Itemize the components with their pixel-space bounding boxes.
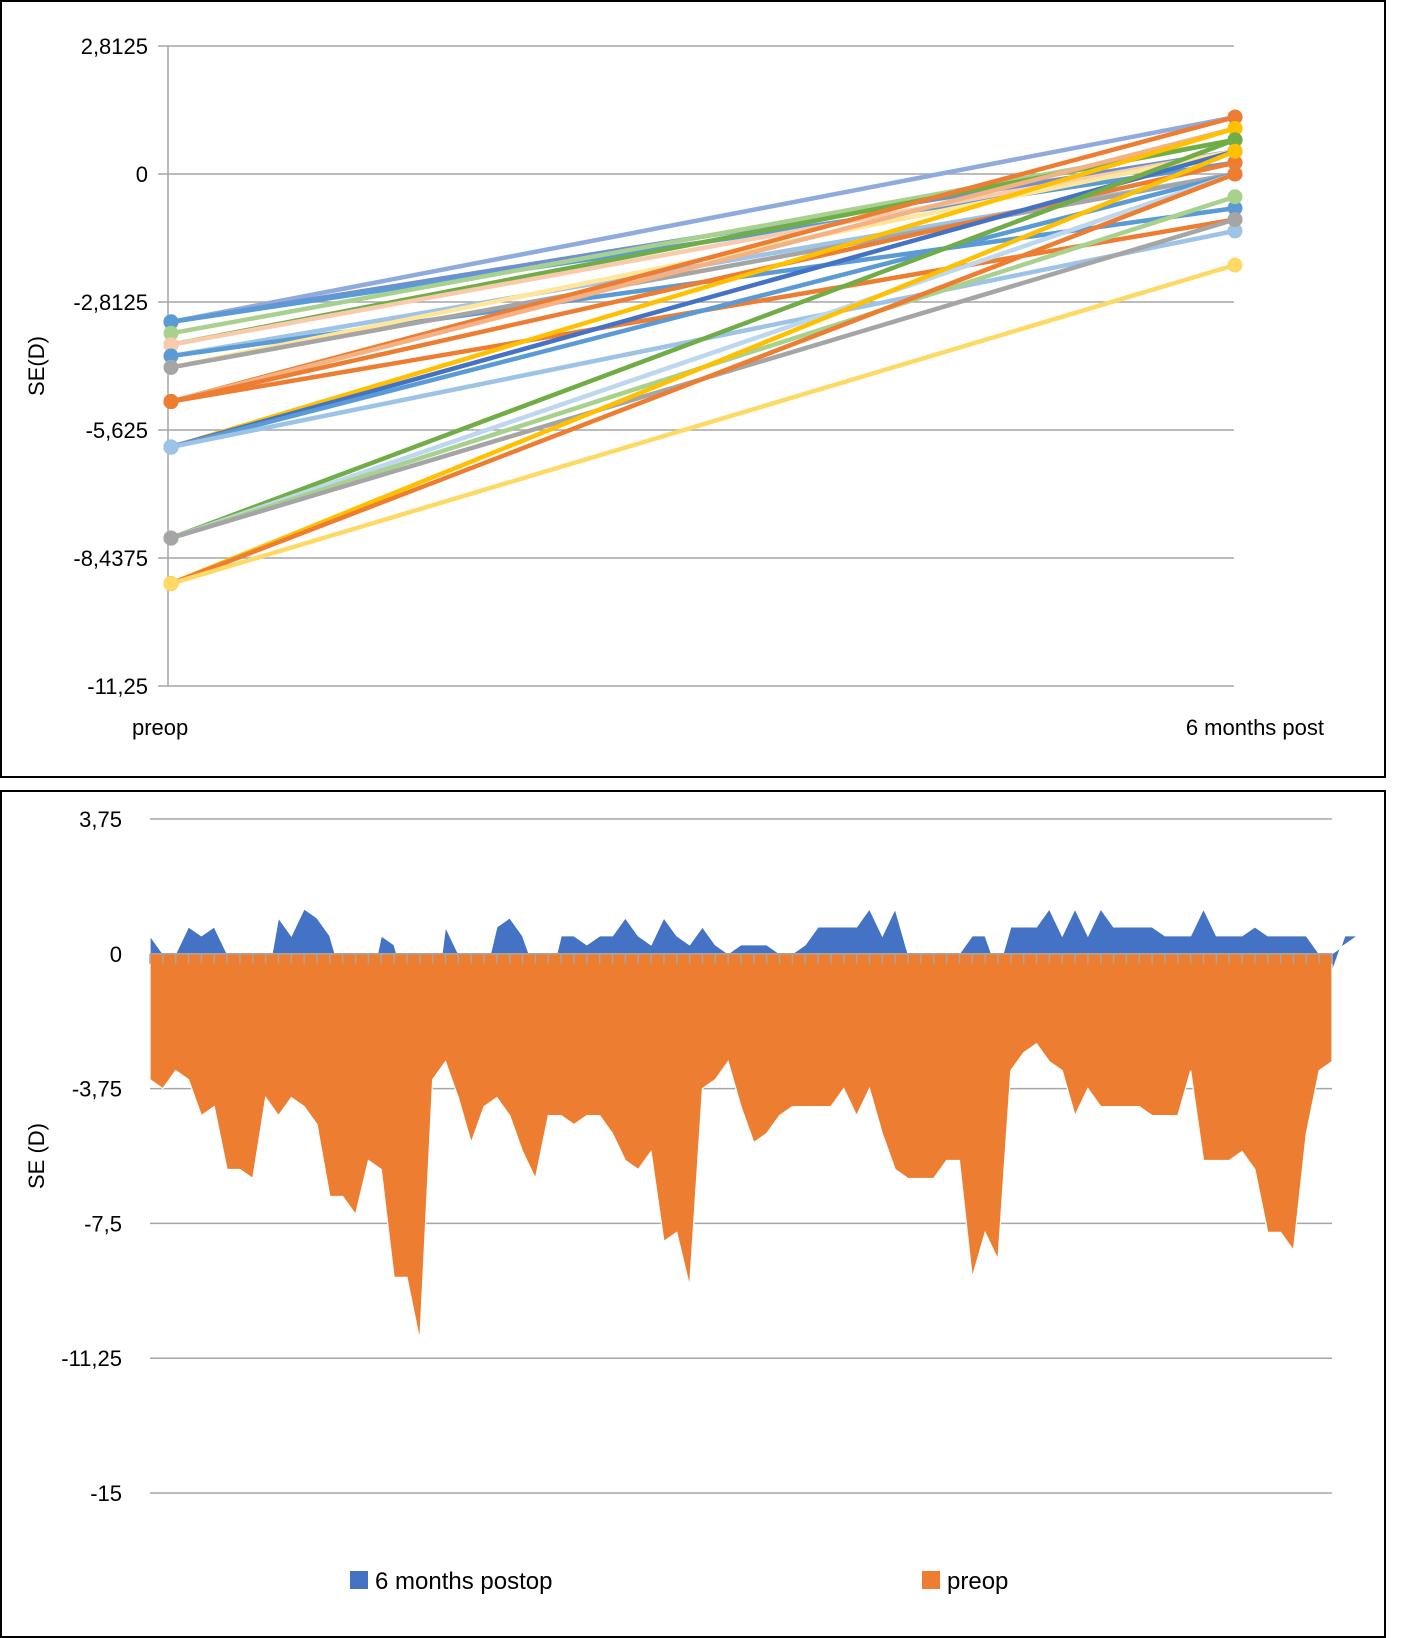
x-category-label: 6 months post	[1186, 715, 1324, 740]
data-point	[1227, 109, 1243, 125]
series-line	[168, 137, 1238, 541]
area-series	[149, 953, 1333, 1341]
legend-label: preop	[947, 1568, 1008, 1595]
data-point	[163, 394, 179, 410]
series-line	[168, 148, 1238, 586]
se-area-chart-plot: 3,75 0 -3,75 -7,5 -11,25 -15 SE (D) 6 months po…	[24, 807, 1360, 1595]
legend-swatch	[922, 1571, 940, 1589]
series-line	[168, 171, 1238, 450]
series-line	[168, 114, 1238, 325]
x-category-label: preop	[132, 715, 188, 740]
series-line	[168, 171, 1238, 586]
legend-label: 6 months postop	[375, 1568, 552, 1595]
series-line	[168, 148, 1238, 450]
series-line	[168, 171, 1238, 541]
legend-swatch	[350, 1571, 368, 1589]
y-tick-label: -8,4375	[73, 546, 148, 571]
data-point	[163, 359, 179, 375]
y-tick-label: -11,25	[61, 1346, 122, 1371]
y-tick-label: 0	[136, 162, 148, 187]
y-tick-label: 3,75	[79, 807, 122, 832]
y-axis-title: SE (D)	[24, 1123, 49, 1189]
y-tick-label: -2,8125	[73, 290, 148, 315]
y-tick-label: -5,625	[86, 418, 148, 443]
data-point	[1227, 189, 1243, 205]
y-tick-label: -7,5	[84, 1211, 122, 1236]
y-tick-label: -15	[90, 1481, 122, 1506]
data-point	[163, 348, 179, 364]
y-tick-label: -3,75	[72, 1077, 122, 1102]
series-line	[168, 262, 1238, 586]
y-tick-label: 0	[110, 942, 122, 967]
series-line	[168, 126, 1238, 404]
data-point	[1227, 155, 1243, 171]
data-point	[163, 576, 179, 592]
data-point	[1227, 132, 1243, 148]
data-point	[163, 314, 179, 330]
se-line-chart-plot: 2,8125 0 -2,8125 -5,625 -8,4375 -11,25 SE(D) pr…	[24, 34, 1324, 740]
se-line-chart: 2,8125 0 -2,8125 -5,625 -8,4375 -11,25 SE(D) pr…	[0, 0, 1386, 778]
series-line	[168, 126, 1238, 450]
data-point	[1227, 200, 1243, 216]
data-point	[1227, 120, 1243, 136]
data-point	[163, 439, 179, 455]
y-axis-title: SE(D)	[24, 336, 49, 396]
data-point	[1227, 166, 1243, 182]
data-point	[1227, 143, 1243, 159]
y-tick-label: -11,25	[87, 674, 148, 699]
data-point	[1227, 223, 1243, 239]
y-tick-label: 2,8125	[81, 34, 148, 59]
data-point	[163, 325, 179, 341]
data-point	[163, 530, 179, 546]
se-area-chart: 3,75 0 -3,75 -7,5 -11,25 -15 SE (D) 6 months po…	[0, 790, 1386, 1638]
data-point	[163, 337, 179, 353]
data-point	[1227, 257, 1243, 273]
data-point	[1227, 212, 1243, 228]
